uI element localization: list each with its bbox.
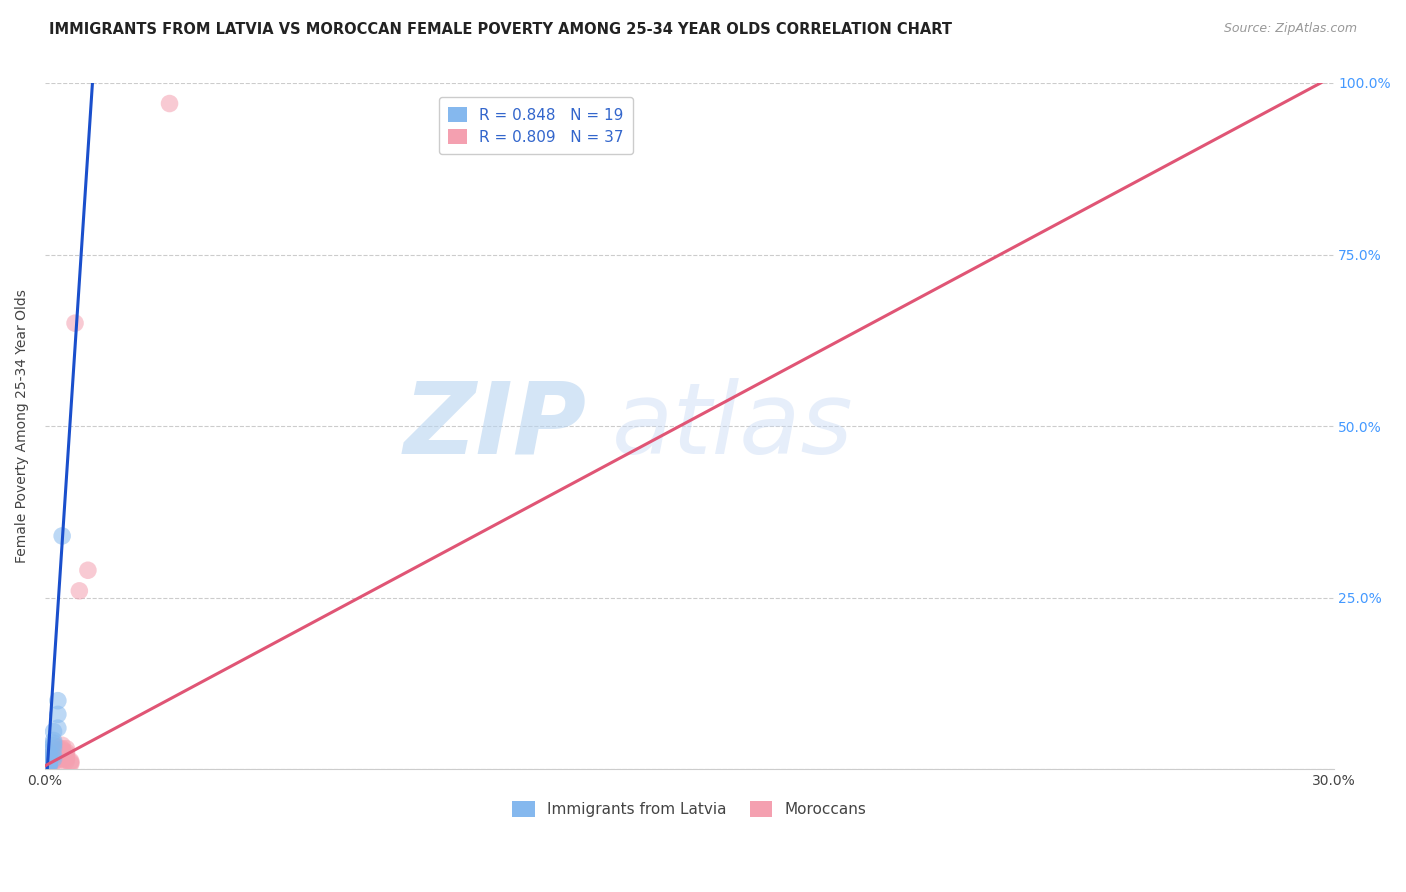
Point [67, 583, 90, 598]
Point [38, 754, 60, 768]
Text: Source: ZipAtlas.com: Source: ZipAtlas.com [1223, 22, 1357, 36]
Point [46, 754, 69, 768]
Point [42, 724, 65, 739]
Point [38, 750, 60, 764]
Point [38, 754, 60, 768]
Point [38, 745, 60, 759]
Point [51, 741, 73, 756]
Point [38, 756, 60, 771]
Point [46, 743, 69, 757]
Point [46, 740, 69, 755]
Point [55, 747, 77, 762]
Text: ZIP: ZIP [404, 377, 586, 475]
Point [42, 741, 65, 756]
Point [42, 739, 65, 753]
Point [59, 756, 82, 770]
Point [38, 756, 60, 771]
Point [42, 750, 65, 764]
Point [46, 750, 69, 764]
Point [42, 733, 65, 747]
Point [42, 748, 65, 763]
Point [38, 756, 60, 770]
Text: atlas: atlas [612, 377, 853, 475]
Point [51, 750, 73, 764]
Point [63, 316, 86, 330]
Point [51, 747, 73, 762]
Point [38, 756, 60, 770]
Point [42, 747, 65, 762]
Point [46, 721, 69, 735]
Point [59, 754, 82, 768]
Point [46, 707, 69, 722]
Legend: Immigrants from Latvia, Moroccans: Immigrants from Latvia, Moroccans [506, 796, 873, 823]
Y-axis label: Female Poverty Among 25-34 Year Olds: Female Poverty Among 25-34 Year Olds [15, 289, 30, 563]
Point [51, 529, 73, 543]
Point [55, 745, 77, 759]
Point [38, 756, 60, 771]
Point [59, 756, 82, 771]
Point [55, 741, 77, 756]
Point [77, 563, 100, 577]
Point [42, 752, 65, 766]
Point [38, 752, 60, 766]
Point [51, 739, 73, 753]
Point [38, 750, 60, 764]
Point [55, 754, 77, 768]
Point [42, 756, 65, 770]
Point [51, 743, 73, 757]
Point [38, 759, 60, 773]
Point [55, 750, 77, 764]
Point [38, 752, 60, 766]
Point [159, 96, 181, 111]
Point [42, 736, 65, 750]
Point [46, 694, 69, 708]
Point [55, 752, 77, 766]
Point [51, 752, 73, 766]
Point [42, 745, 65, 759]
Point [42, 754, 65, 768]
Point [42, 752, 65, 766]
Point [38, 759, 60, 773]
Point [46, 747, 69, 762]
Point [46, 752, 69, 766]
Text: IMMIGRANTS FROM LATVIA VS MOROCCAN FEMALE POVERTY AMONG 25-34 YEAR OLDS CORRELAT: IMMIGRANTS FROM LATVIA VS MOROCCAN FEMAL… [49, 22, 952, 37]
